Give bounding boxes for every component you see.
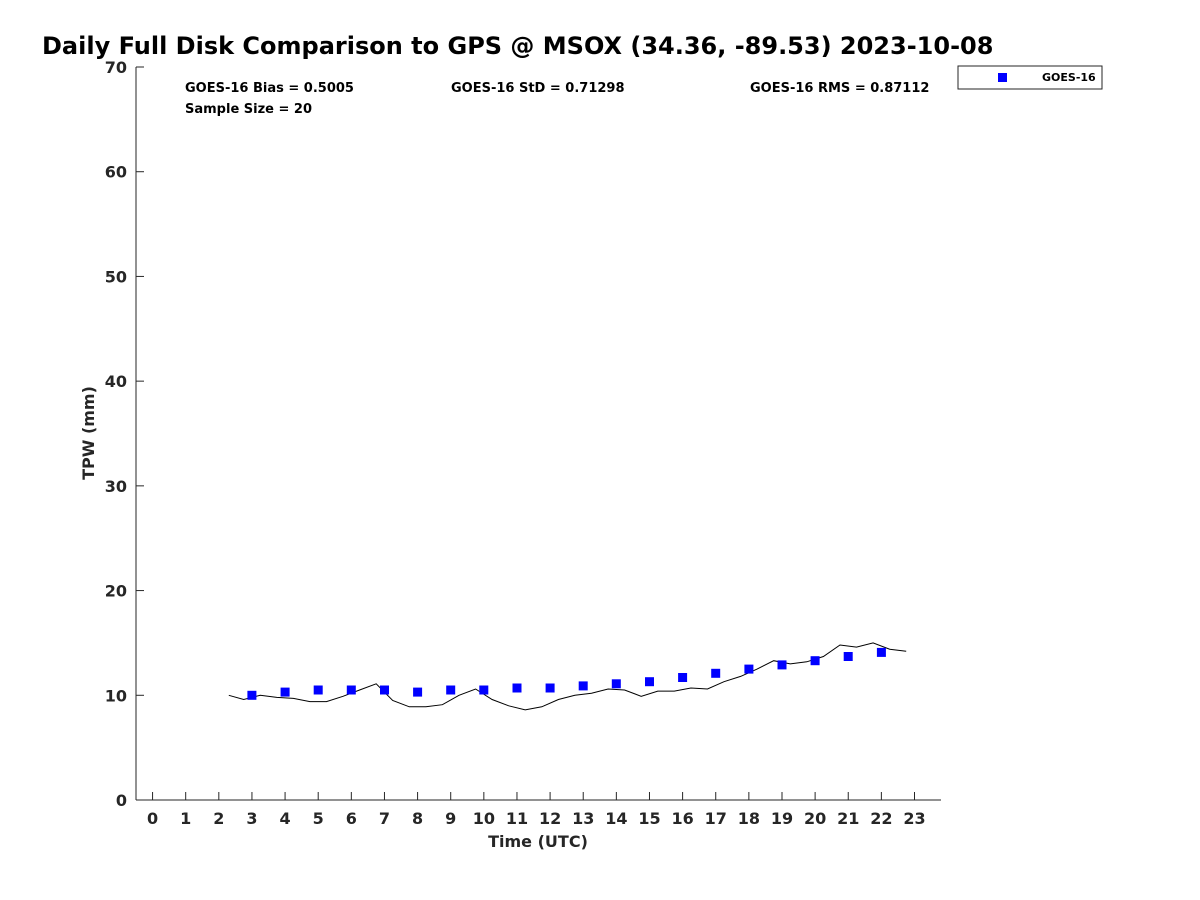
data-point — [678, 673, 688, 682]
x-tick-label: 15 — [638, 809, 660, 828]
x-tick-label: 3 — [246, 809, 257, 828]
y-tick-label: 50 — [105, 267, 127, 286]
data-point — [744, 664, 754, 674]
y-axis-ticks: 0 10 20 30 40 50 60 70 — [105, 58, 144, 810]
std-stat: GOES-16 StD = 0.71298 — [451, 81, 625, 96]
x-tick-label: 10 — [473, 809, 495, 828]
data-point — [876, 647, 886, 657]
data-point — [843, 652, 853, 661]
x-tick-label: 5 — [313, 809, 324, 828]
data-point — [280, 687, 290, 697]
data-point — [512, 683, 522, 693]
y-tick-label: 10 — [105, 686, 127, 705]
data-point — [413, 687, 423, 697]
x-tick-label: 7 — [379, 809, 390, 828]
x-tick-label: 2 — [213, 809, 224, 828]
y-tick-label: 0 — [116, 791, 127, 810]
data-point — [810, 656, 820, 666]
data-point — [247, 690, 257, 700]
x-tick-label: 11 — [506, 809, 528, 828]
data-point — [446, 685, 456, 695]
x-tick-label: 14 — [605, 809, 627, 828]
legend-marker — [998, 73, 1007, 82]
x-tick-label: 4 — [280, 809, 291, 828]
x-tick-label: 19 — [771, 809, 793, 828]
y-tick-label: 30 — [105, 477, 127, 496]
y-tick-label: 70 — [105, 58, 127, 77]
data-point — [545, 683, 555, 693]
data-point — [479, 685, 489, 695]
x-tick-label: 23 — [903, 809, 925, 828]
x-tick-label: 13 — [572, 809, 594, 828]
rms-stat: GOES-16 RMS = 0.87112 — [750, 81, 929, 96]
x-tick-label: 8 — [412, 809, 423, 828]
x-tick-label: 17 — [705, 809, 727, 828]
y-tick-label: 20 — [105, 582, 127, 601]
chart-title: Daily Full Disk Comparison to GPS @ MSOX… — [42, 32, 993, 60]
x-tick-label: 9 — [445, 809, 456, 828]
x-tick-label: 18 — [738, 809, 760, 828]
x-tick-label: 0 — [147, 809, 158, 828]
data-point — [777, 660, 787, 670]
data-point — [380, 685, 389, 695]
y-axis-label: TPW (mm) — [79, 386, 98, 480]
data-point — [611, 679, 621, 689]
x-tick-label: 22 — [870, 809, 892, 828]
bias-stat: GOES-16 Bias = 0.5005 — [185, 81, 354, 96]
data-point — [645, 677, 654, 687]
data-point — [578, 681, 588, 691]
x-axis-label: Time (UTC) — [488, 832, 588, 851]
legend-box — [957, 65, 1103, 90]
x-tick-label: 6 — [346, 809, 357, 828]
plot-series — [228, 642, 907, 711]
x-tick-label: 21 — [837, 809, 859, 828]
x-axis-ticks: 0 1 2 3 4 5 6 7 8 9 10 11 12 13 14 15 16 17 18 19 20 21 22 23 — [147, 792, 926, 828]
x-tick-label: 16 — [671, 809, 693, 828]
y-tick-label: 60 — [105, 163, 127, 182]
legend-label: GOES-16 — [1042, 71, 1096, 84]
x-tick-label: 20 — [804, 809, 826, 828]
y-tick-label: 40 — [105, 372, 127, 391]
data-point — [711, 668, 721, 678]
gps-line — [228, 642, 907, 711]
data-point — [346, 685, 356, 695]
legend: GOES-16 — [957, 65, 1103, 90]
sample-size-stat: Sample Size = 20 — [185, 102, 312, 117]
data-point — [313, 685, 323, 695]
x-tick-label: 1 — [180, 809, 191, 828]
x-tick-label: 12 — [539, 809, 561, 828]
